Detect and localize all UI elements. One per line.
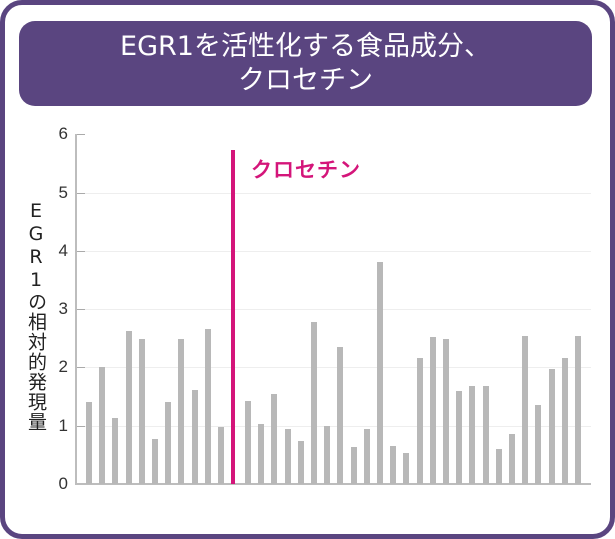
y-tick-label: 4	[58, 240, 68, 260]
bar	[285, 429, 291, 484]
bar	[86, 402, 92, 484]
bar	[311, 322, 317, 484]
bar	[218, 427, 224, 484]
y-tick-mark	[77, 193, 85, 194]
bar	[324, 426, 330, 484]
y-tick-label: 3	[58, 299, 68, 319]
gridline	[85, 251, 591, 252]
bar	[178, 339, 184, 484]
bar	[351, 447, 357, 484]
y-axis-line	[75, 134, 77, 485]
bar	[403, 453, 409, 484]
gridline	[85, 309, 591, 310]
y-tick-mark	[77, 251, 85, 252]
bar	[549, 369, 555, 484]
crocetin-label: クロセチン	[251, 158, 361, 182]
bar	[258, 424, 264, 484]
bar	[443, 339, 449, 484]
bar	[337, 347, 343, 484]
bar	[152, 439, 158, 484]
bar	[430, 337, 436, 484]
y-tick-label: 2	[58, 357, 68, 377]
bar	[522, 336, 528, 484]
y-tick-mark	[77, 309, 85, 310]
bar	[509, 434, 515, 484]
bar	[377, 262, 383, 484]
bar	[483, 386, 489, 484]
bar	[456, 391, 462, 484]
chart-title: EGR1を活性化する食品成分、 クロセチン	[19, 21, 592, 106]
bar	[192, 390, 198, 484]
y-tick-label: 6	[58, 124, 68, 144]
bar	[417, 358, 423, 484]
bar	[496, 449, 502, 484]
bar	[205, 329, 211, 484]
x-axis-line	[75, 483, 591, 485]
bar	[165, 402, 171, 484]
y-tick-label: 1	[58, 415, 68, 435]
y-tick-mark	[77, 426, 85, 427]
y-tick-mark	[77, 367, 85, 368]
bar	[469, 386, 475, 484]
bar	[271, 394, 277, 484]
bar	[245, 401, 251, 484]
bar	[298, 441, 304, 484]
crocetin-highlight-bar	[231, 150, 235, 484]
bar	[99, 367, 105, 484]
bar	[112, 418, 118, 484]
gridline	[85, 193, 591, 194]
bar	[575, 336, 581, 484]
bar	[126, 331, 132, 484]
y-tick-label: 5	[58, 182, 68, 202]
bar	[535, 405, 541, 484]
title-line-2: クロセチン	[238, 64, 373, 96]
bar	[562, 358, 568, 484]
y-tick-mark	[77, 134, 85, 135]
bar	[139, 339, 145, 484]
bar	[364, 429, 370, 484]
y-axis-label: EGR1の相対的発現量	[25, 200, 47, 432]
title-line-1: EGR1を活性化する食品成分、	[120, 30, 491, 62]
y-tick-label: 0	[58, 474, 68, 493]
bar	[390, 446, 396, 484]
